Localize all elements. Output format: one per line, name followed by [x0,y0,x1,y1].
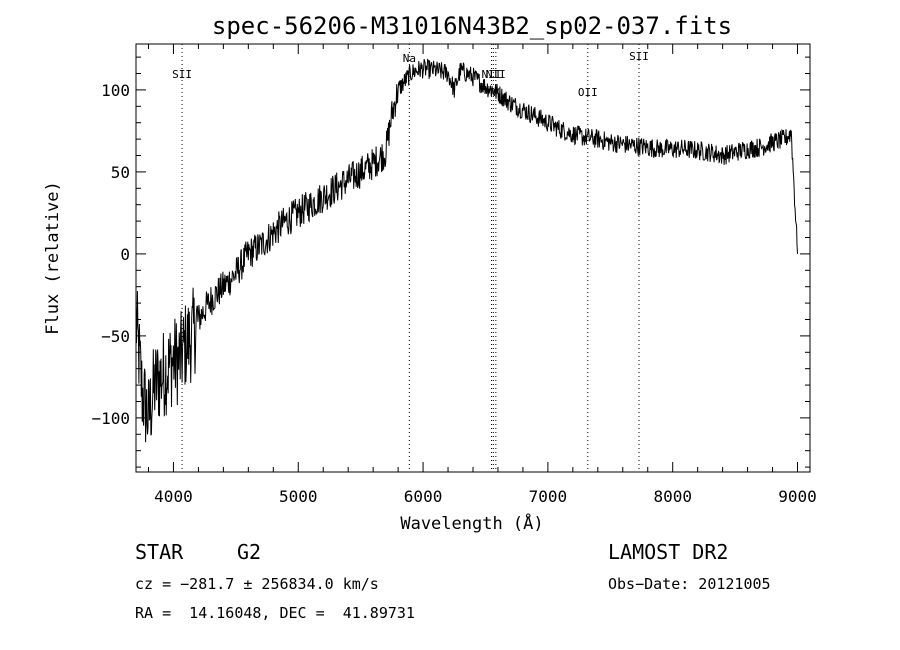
survey-label: LAMOST DR2 [608,540,729,564]
x-axis-label: Wavelength (Å) [400,512,543,534]
obs-date-text: Obs−Date: 20121005 [608,575,771,593]
object-class: STAR [135,540,184,564]
annotation-label: OII [578,86,598,99]
x-tick-label: 5000 [279,487,318,506]
y-axis-label: Flux (relative) [43,181,63,335]
annotation-label: SII [172,68,192,81]
x-tick-label: 4000 [154,487,193,506]
x-axis-ticks: 4000 5000 6000 7000 8000 9000 [147,44,817,506]
x-tick-label: 6000 [404,487,443,506]
x-tick-label: 8000 [653,487,692,506]
redshift-text: cz = −281.7 ± 256834.0 km/s [135,575,379,593]
chart-title: spec-56206-M31016N43B2_sp02-037.fits [212,12,732,40]
annotation-label: NII [486,68,506,81]
y-tick-label: −100 [91,409,130,428]
annotation-label: SII [629,50,649,63]
object-subclass: G2 [237,540,262,564]
flux-series-line [135,58,798,443]
y-tick-label: 0 [120,245,130,264]
annotation-labels: SII Na NII Hα NII OII SII [172,50,649,99]
y-tick-label: 100 [101,81,130,100]
annotation-lines [181,44,640,472]
x-tick-label: 7000 [529,487,568,506]
x-tick-label: 9000 [778,487,817,506]
annotation-label: Na [403,52,416,65]
annotation-label: Hα [487,84,501,97]
coordinates-text: RA = 14.16048, DEC = 41.89731 [135,604,415,622]
y-axis-ticks: −100 −50 0 50 100 [91,56,810,468]
y-tick-label: 50 [111,163,130,182]
y-tick-label: −50 [101,327,130,346]
annotation-label: NII [482,68,502,81]
